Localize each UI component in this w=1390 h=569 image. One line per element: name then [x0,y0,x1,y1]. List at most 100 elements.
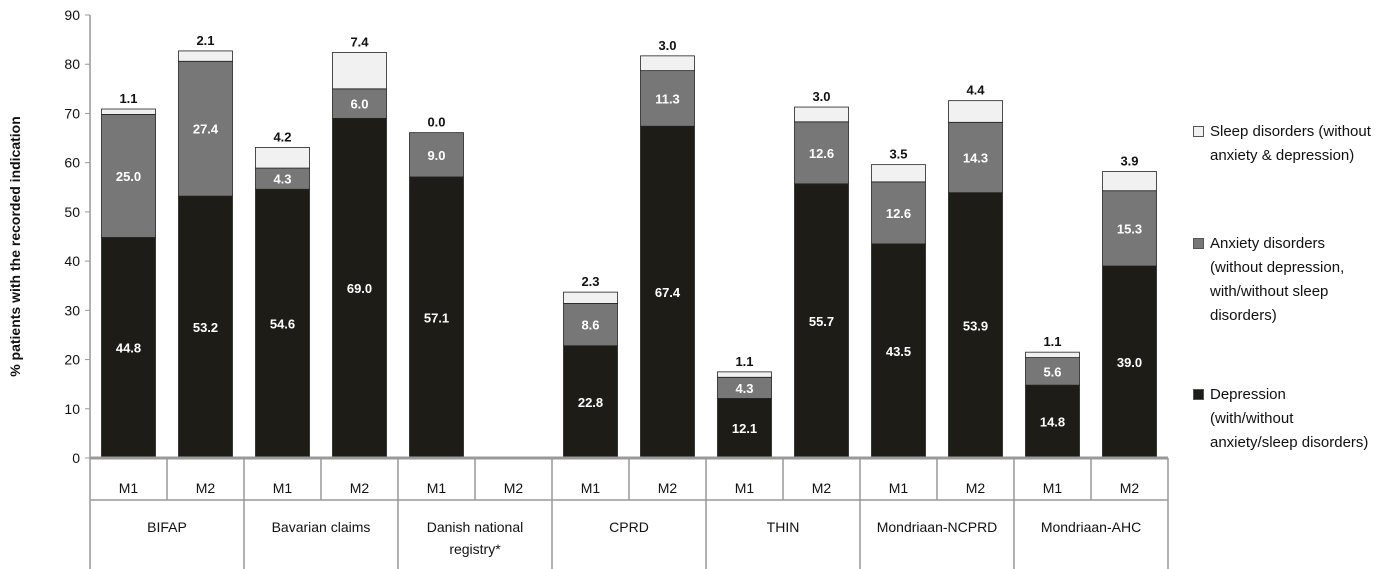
data-label-anxiety: 27.4 [193,122,219,137]
data-label-anxiety: 12.6 [809,146,834,161]
x-tick-label: M1 [581,480,601,496]
bar-segment-sleep [332,52,387,90]
x-tick-label: M1 [119,480,139,496]
bar-segment-depression [640,125,695,459]
data-label-depression: 57.1 [424,310,449,325]
bar-segment-depression [871,243,926,459]
bar-segment-depression [255,188,310,459]
bar-segment-depression [101,237,156,459]
bar-segment-depression [794,183,849,459]
bar-segment-depression [409,176,464,459]
data-label-depression: 69.0 [347,281,372,296]
x-tick-label: M1 [273,480,293,496]
data-label-sleep: 2.3 [581,274,599,289]
group-label: THIN [767,519,800,535]
bar-segment-depression [1025,384,1080,459]
legend-label-depression: Depression (with/without anxiety/sleep d… [1210,386,1369,451]
x-tick-label: M1 [427,480,447,496]
bar-segment-anxiety [1102,190,1157,267]
data-label-depression: 44.8 [116,341,141,356]
y-tick-label: 50 [64,204,80,220]
data-label-anxiety: 9.0 [427,148,445,163]
group-label: Bavarian claims [272,519,371,535]
data-label-depression: 22.8 [578,395,603,410]
x-tick-label: M1 [735,480,755,496]
y-tick-label: 0 [72,450,80,466]
data-label-anxiety: 12.6 [886,206,911,221]
x-tick-label: M2 [350,480,370,496]
legend-swatch-sleep [1193,126,1204,137]
data-label-anxiety: 6.0 [350,97,368,112]
data-label-depression: 14.8 [1040,415,1065,430]
data-label-sleep: 2.1 [196,33,214,48]
bar-segment-sleep [178,50,233,62]
data-label-sleep: 1.1 [119,91,137,106]
legend-swatch-anxiety [1193,238,1204,249]
data-label-sleep: 3.5 [889,147,907,162]
data-label-depression: 39.0 [1117,355,1142,370]
y-tick-label: 30 [64,302,80,318]
bar-segment-anxiety [794,121,849,185]
bar-segment-anxiety [178,60,233,197]
bar-segment-anxiety [640,70,695,127]
x-tick-label: M1 [1043,480,1063,496]
legend-item-anxiety: Anxiety disorders (without depression, w… [1193,232,1388,328]
bar-segment-depression [332,117,387,459]
data-label-sleep: 3.0 [812,89,830,104]
bar-segment-depression [948,192,1003,459]
data-label-sleep: 4.4 [966,83,985,98]
data-label-anxiety: 25.0 [116,169,141,184]
data-label-depression: 53.2 [193,320,218,335]
bar-segment-depression [178,195,233,459]
bar-segment-anxiety [563,303,618,347]
y-tick-label: 90 [64,7,80,23]
data-label-anxiety: 4.3 [735,381,753,396]
bar-segment-sleep [255,147,310,169]
data-label-sleep: 3.9 [1120,154,1138,169]
x-tick-label: M2 [966,480,986,496]
y-tick-label: 40 [64,253,80,269]
bar-segment-sleep [101,108,156,115]
bar-segment-sleep [1025,351,1080,358]
legend-swatch-depression [1193,389,1204,400]
y-tick-label: 70 [64,105,80,121]
y-tick-label: 10 [64,401,80,417]
bar-segment-sleep [794,106,849,123]
group-label: CPRD [609,519,649,535]
y-tick-label: 20 [64,352,80,368]
data-label-anxiety: 8.6 [581,318,599,333]
x-tick-label: M2 [504,480,524,496]
x-tick-label: M1 [889,480,909,496]
group-label: Danish national [427,519,524,535]
bar-segment-sleep [948,100,1003,123]
data-label-depression: 54.6 [270,317,295,332]
data-label-depression: 12.1 [732,421,757,436]
bar-segment-sleep [563,291,618,304]
data-label-anxiety: 11.3 [655,91,680,106]
group-label: Mondriaan-NCPRD [877,519,998,535]
legend-label-sleep: Sleep disorders (without anxiety & depre… [1210,123,1371,164]
data-label-sleep: 4.2 [273,129,291,144]
data-label-sleep: 3.0 [658,38,676,53]
bar-segment-anxiety [332,88,387,119]
y-tick-label: 80 [64,56,80,72]
data-label-depression: 53.9 [963,318,988,333]
bar-segment-sleep [871,164,926,183]
x-tick-label: M2 [812,480,832,496]
group-label: Mondriaan-AHC [1041,519,1141,535]
bar-segment-sleep [640,55,695,72]
x-tick-label: M2 [196,480,216,496]
legend-item-depression: Depression (with/without anxiety/sleep d… [1193,383,1388,455]
bar-segment-sleep [717,371,772,378]
data-label-anxiety: 4.3 [273,172,291,187]
bar-segment-sleep [1102,171,1157,192]
bar-segment-depression [1102,265,1157,459]
x-tick-label: M2 [1120,480,1140,496]
data-label-depression: 43.5 [886,344,911,359]
y-axis-title: % patients with the recorded indication [7,116,23,377]
data-label-sleep: 1.1 [1043,334,1061,349]
bar-segment-anxiety [871,181,926,245]
bar-segment-depression [563,345,618,459]
group-label: registry* [449,541,501,557]
